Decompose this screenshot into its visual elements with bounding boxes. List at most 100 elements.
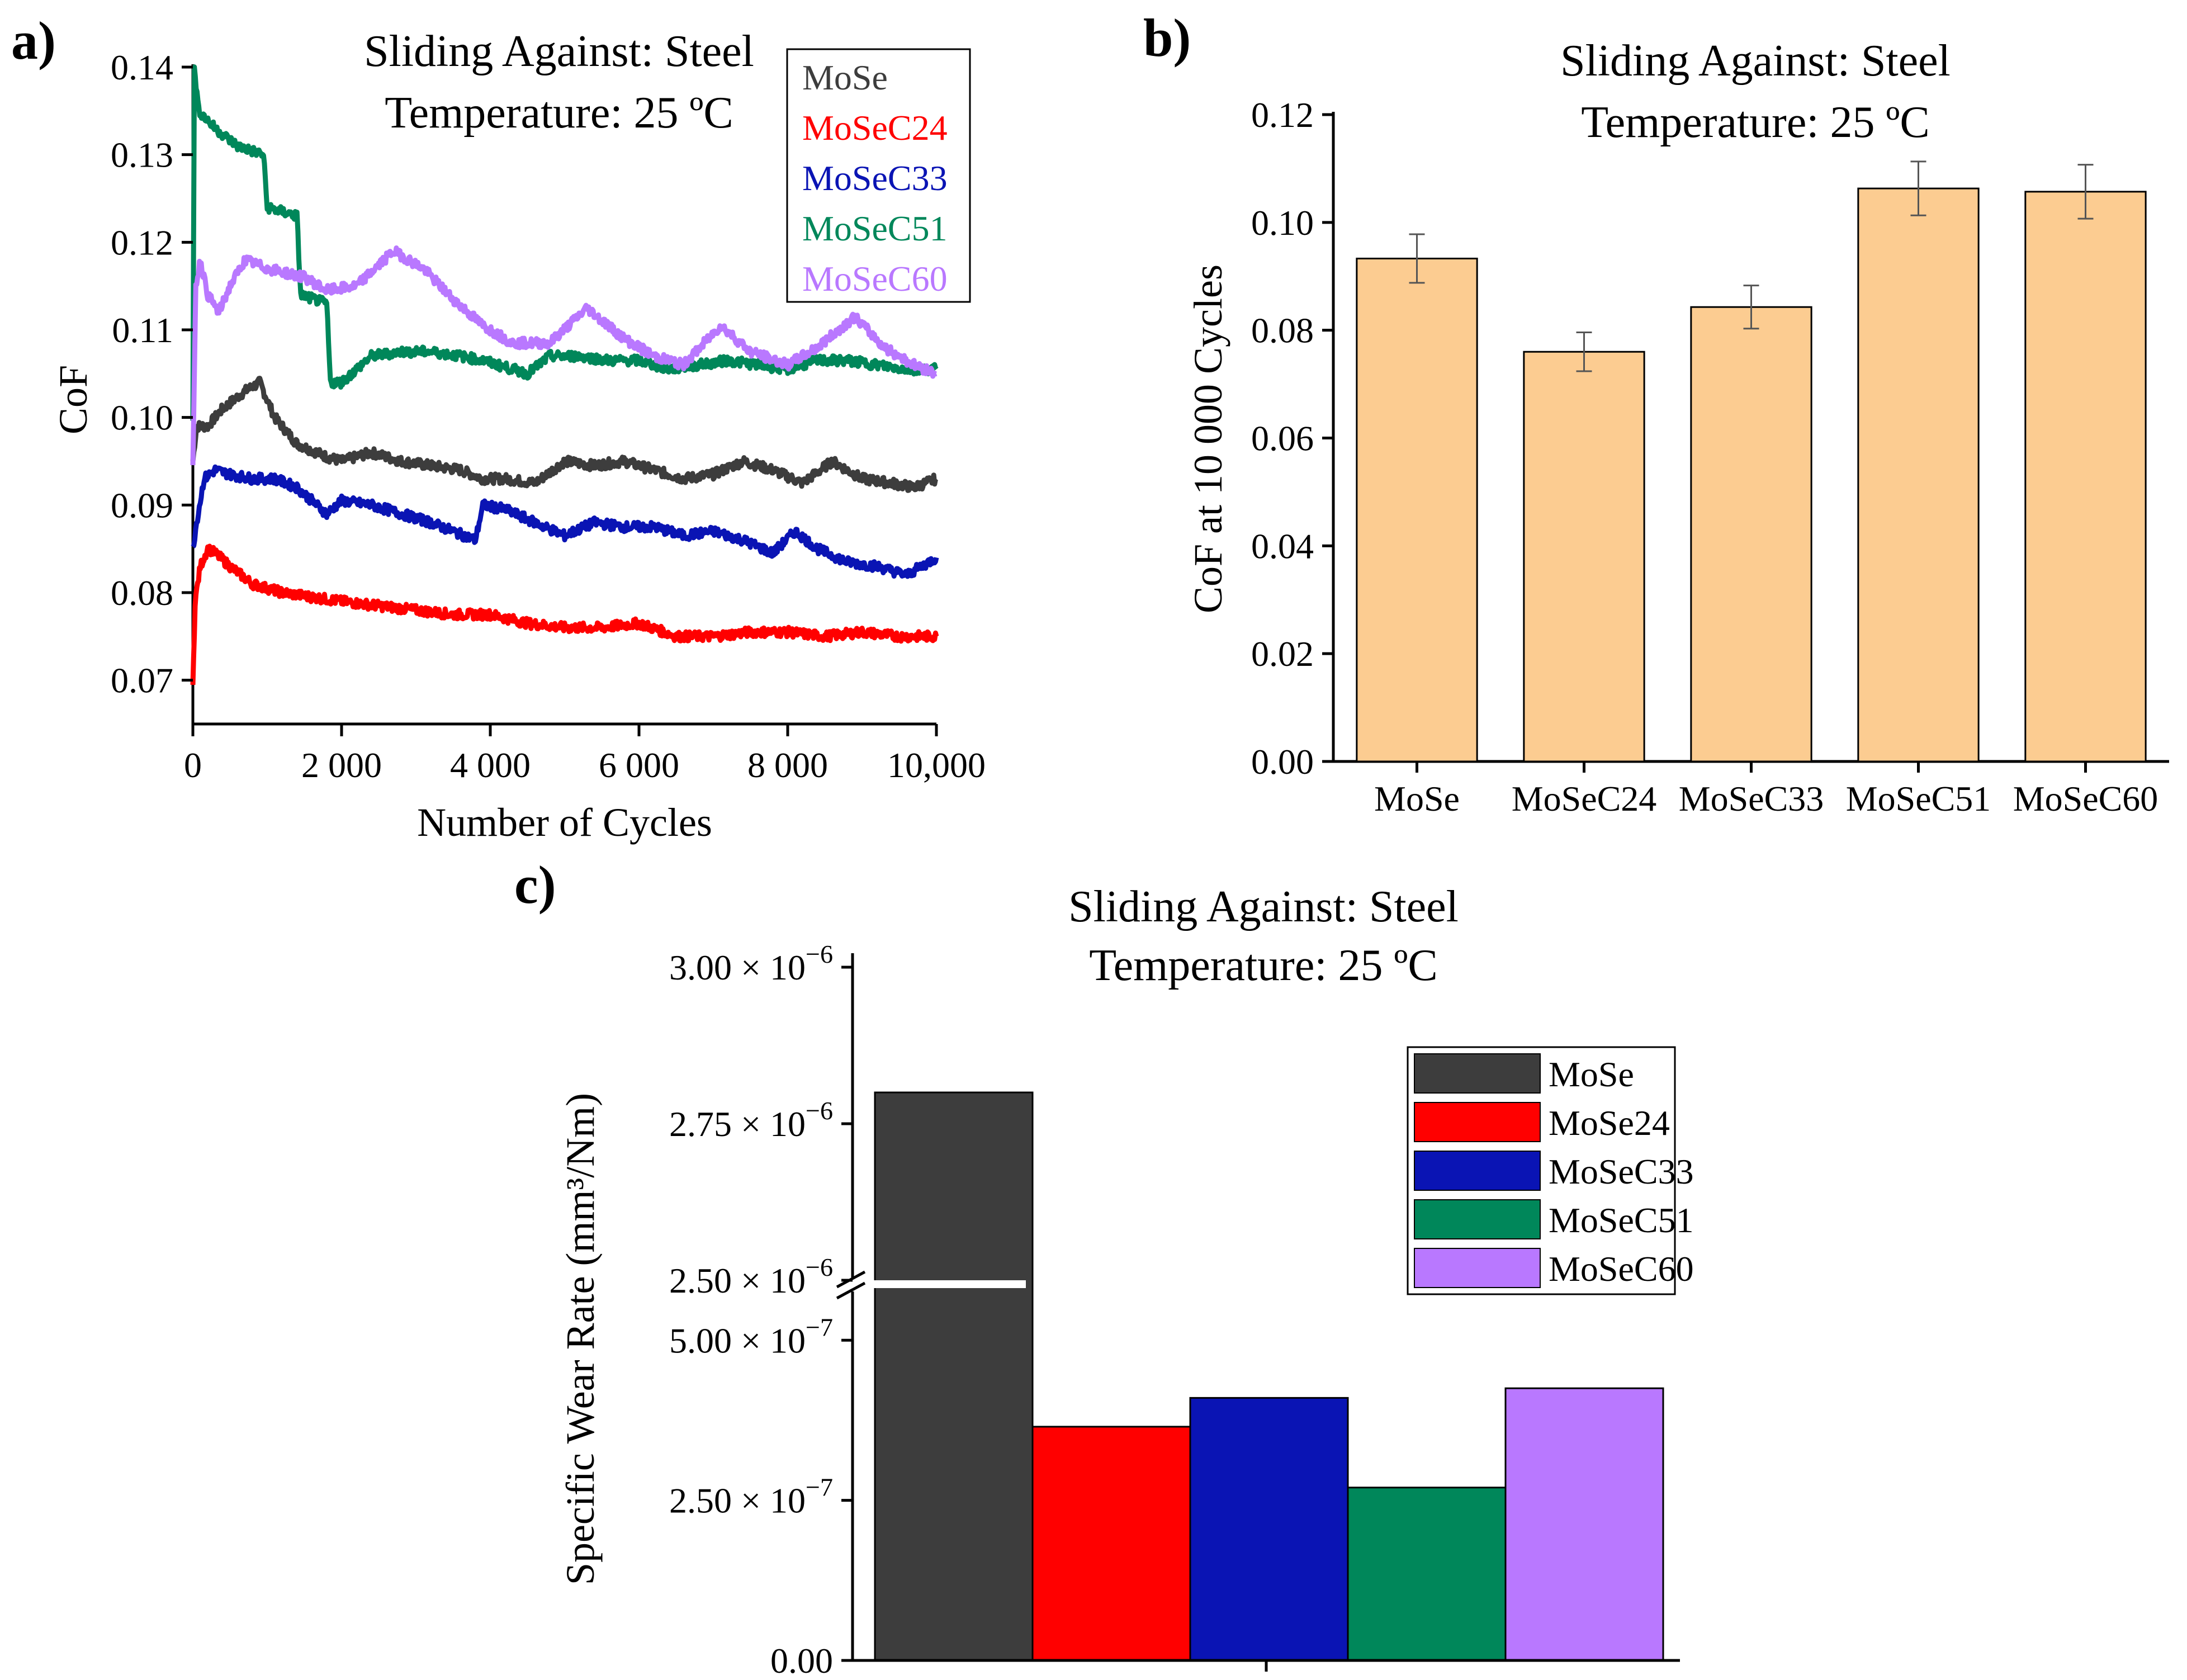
panel-c-legend-items: MoSe MoSe24 MoSeC33 MoSeC51 MoSeC60 <box>1414 1053 1694 1289</box>
panel-c-legend-swatch-mosec51 <box>1414 1199 1541 1239</box>
panel-c: c) Sliding Against: Steel Temperature: 2… <box>514 855 1694 1680</box>
panel-c-y-tick-exponent: −6 <box>806 1096 833 1125</box>
panel-a-x-tick-label: 2 000 <box>301 745 382 785</box>
panel-a-y-tick-label: 0.11 <box>112 310 173 350</box>
panel-c-y-tick-exponent: −6 <box>806 1253 833 1281</box>
panel-a-y-axis-label: CoF <box>51 365 96 434</box>
panel-b-y-tick-label: 0.06 <box>1251 419 1314 458</box>
panel-a-legend-entry-mosec60: MoSeC60 <box>802 259 948 299</box>
panel-b-bar-mosec24 <box>1523 351 1645 763</box>
panel-c-y-tick-exponent: −7 <box>806 1473 833 1502</box>
panel-a-series-mosec33 <box>191 464 939 579</box>
panel-c-y-tick-exponent: −7 <box>806 1313 833 1341</box>
panel-a-legend-entry-mosec51: MoSeC51 <box>802 209 948 248</box>
panel-c-y-tick-label: 2.50 × 10−7 <box>669 1473 833 1521</box>
panel-c-y-axis-label-text: Specific Wear Rate (mm³/Nm) <box>558 1093 603 1585</box>
panel-a-y-ticks: 0.07 0.08 0.09 0.10 0.11 0.12 0.13 0.14 <box>111 48 193 701</box>
panel-c-break-mark-2 <box>836 1281 866 1300</box>
panel-c-y-tick-mantissa: 3.00 × 10 <box>669 948 806 987</box>
panel-b-y-tick-label: 0.12 <box>1251 95 1314 135</box>
panel-a-x-tick-label: 8 000 <box>747 745 828 785</box>
panel-a-legend-entry-mose: MoSe <box>802 58 888 97</box>
panel-a-series-mosec60 <box>190 245 938 466</box>
panel-c-y-tick-label: 5.00 × 10−7 <box>669 1313 833 1360</box>
panel-c-title-line1: Sliding Against: Steel <box>1068 882 1459 931</box>
panel-a-y-tick-label: 0.14 <box>111 48 173 87</box>
panel-c-label: c) <box>514 855 556 915</box>
panel-c-plot-area <box>836 953 1680 1672</box>
panel-b-x-tick-label: MoSeC51 <box>1846 779 1991 818</box>
panel-b-y-axis-label: CoF at 10 000 Cycles <box>1186 264 1230 613</box>
panel-b-y-tick-label: 0.02 <box>1251 634 1314 674</box>
panel-c-bar-mosec33 <box>1189 1397 1349 1662</box>
panel-c-y-tick-label: 3.00 × 10−6 <box>669 940 833 987</box>
panel-b-y-tick-label: 0.08 <box>1251 311 1314 351</box>
panel-a-legend-entry-mosec24: MoSeC24 <box>802 108 948 148</box>
panel-a-y-tick-label: 0.07 <box>111 661 173 701</box>
panel-c-title-line2: Temperature: 25 ºC <box>1089 941 1437 990</box>
panel-c-bar-mose <box>874 1091 1034 1662</box>
panel-a-x-tick-label: 0 <box>184 745 202 785</box>
panel-b-x-tick-label: MoSeC33 <box>1679 779 1824 818</box>
panel-c-bar-mosec51 <box>1347 1487 1507 1662</box>
panel-a-label: a) <box>11 11 56 70</box>
panel-c-bar-mosec60 <box>1504 1387 1664 1662</box>
panel-c-axis-break-gap <box>841 1280 1026 1288</box>
panel-b-bar-mosec33 <box>1690 306 1812 763</box>
panel-c-y-tick-mantissa: 2.50 × 10 <box>669 1481 806 1521</box>
panel-c-legend-entry-mose24: MoSe24 <box>1549 1103 1670 1143</box>
panel-c-legend-entry-mosec33: MoSeC33 <box>1549 1152 1694 1191</box>
panel-c-y-tick-mantissa: 0.00 <box>770 1641 833 1680</box>
panel-c-legend-entry-mosec51: MoSeC51 <box>1549 1200 1694 1240</box>
panel-a-series-mosec51 <box>190 64 939 421</box>
panel-a-y-tick-label: 0.10 <box>111 398 173 438</box>
panel-a-x-tick-label: 10,000 <box>887 745 986 785</box>
panel-c-legend-swatch-mosec60 <box>1414 1248 1541 1288</box>
panel-b-x-tick-label: MoSeC24 <box>1512 779 1657 818</box>
panel-a-title-line2: Temperature: 25 ºC <box>385 88 733 138</box>
panel-b-y-tick-label: 0.00 <box>1251 742 1314 782</box>
panel-c-bar-mose24 <box>1031 1426 1191 1662</box>
panel-c-y-tick-exponent: −6 <box>806 940 833 968</box>
panel-c-y-ticks: 0.002.50 × 10−75.00 × 10−72.50 × 10−62.7… <box>669 940 853 1680</box>
panel-a-legend: MoSe MoSeC24 MoSeC33 MoSeC51 MoSeC60 <box>786 48 971 303</box>
panel-b-x-tick-label: MoSe <box>1374 779 1460 818</box>
panel-c-legend-swatch-mose <box>1414 1053 1541 1094</box>
panel-c-y-axis-label: Specific Wear Rate (mm³/Nm) <box>558 1093 603 1585</box>
panel-a-x-axis-label: Number of Cycles <box>417 800 712 845</box>
panel-b-title-line2: Temperature: 25 ºC <box>1581 98 1929 147</box>
panel-a-series-mose <box>190 376 938 493</box>
panel-b-label: b) <box>1143 8 1191 68</box>
panel-b-x-ticks: MoSe MoSeC24 MoSeC33 MoSeC51 MoSeC60 <box>1374 761 2158 818</box>
panel-b-x-tick-label: MoSeC60 <box>2013 779 2158 818</box>
panel-b-y-ticks: 0.00 0.02 0.04 0.06 0.08 0.10 0.12 <box>1251 95 1333 782</box>
panel-b-y-tick-label: 0.10 <box>1251 203 1314 243</box>
panel-a-x-ticks: 0 2 000 4 000 6 000 8 000 10,000 <box>184 724 986 785</box>
panel-a-y-tick-label: 0.13 <box>111 135 173 175</box>
panel-c-legend-entry-mosec60: MoSeC60 <box>1549 1249 1694 1289</box>
panel-c-legend-entry-mose: MoSe <box>1549 1054 1634 1094</box>
panel-a-series-mosec24 <box>190 543 939 685</box>
panel-a-series-group <box>190 64 939 685</box>
panel-a-legend-entry-mosec33: MoSeC33 <box>802 158 948 198</box>
panel-a-title-line1: Sliding Against: Steel <box>364 27 754 76</box>
panel-c-y-tick-mantissa: 5.00 × 10 <box>669 1321 806 1360</box>
panel-b-y-tick-label: 0.04 <box>1251 526 1314 566</box>
panel-b-title-line1: Sliding Against: Steel <box>1560 36 1951 86</box>
panel-c-legend-swatch-mosec33 <box>1414 1151 1541 1191</box>
panel-c-legend: MoSe MoSe24 MoSeC33 MoSeC51 MoSeC60 <box>1407 1046 1694 1295</box>
panel-a-x-tick-label: 4 000 <box>450 745 531 785</box>
panel-b-bar-mose <box>1356 257 1478 763</box>
panel-b-bar-mosec60 <box>2024 191 2147 763</box>
panel-b-bars <box>1356 160 2147 763</box>
panel-a-legend-box <box>786 48 971 303</box>
panel-a: a) Sliding Against: Steel Temperature: 2… <box>11 11 986 845</box>
panel-a-x-tick-label: 6 000 <box>599 745 679 785</box>
panel-c-y-tick-mantissa: 2.50 × 10 <box>669 1261 806 1300</box>
panel-a-y-tick-label: 0.09 <box>111 485 173 525</box>
panel-c-y-tick-label: 2.50 × 10−6 <box>669 1253 833 1300</box>
panel-c-y-tick-mantissa: 2.75 × 10 <box>669 1104 806 1144</box>
panel-a-legend-items: MoSe MoSeC24 MoSeC33 MoSeC51 MoSeC60 <box>802 58 948 299</box>
panel-b-bar-mosec51 <box>1857 187 1980 763</box>
